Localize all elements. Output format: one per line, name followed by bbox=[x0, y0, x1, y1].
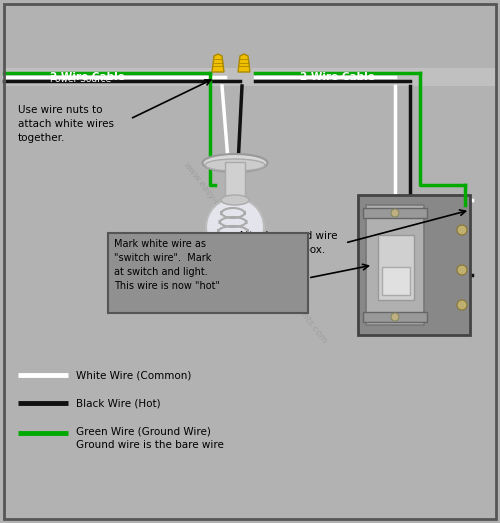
Text: 2 Wire Cable: 2 Wire Cable bbox=[300, 72, 375, 82]
Text: Mark white wire as
"switch wire".  Mark
at switch and light.
This wire is now "h: Mark white wire as "switch wire". Mark a… bbox=[114, 239, 220, 291]
Polygon shape bbox=[212, 54, 224, 72]
Circle shape bbox=[457, 300, 467, 310]
Text: Black Wire (Hot): Black Wire (Hot) bbox=[76, 398, 160, 408]
Bar bbox=[108, 233, 308, 313]
Ellipse shape bbox=[202, 154, 268, 172]
Bar bbox=[378, 235, 414, 300]
Bar bbox=[225, 162, 245, 200]
Text: Green Wire (Ground Wire)
Ground wire is the bare wire: Green Wire (Ground Wire) Ground wire is … bbox=[76, 427, 224, 450]
Text: Attach ground wire
to electrical box.: Attach ground wire to electrical box. bbox=[238, 231, 338, 255]
Circle shape bbox=[457, 265, 467, 275]
Text: 2 Wire Cable: 2 Wire Cable bbox=[50, 72, 125, 82]
Text: Use wire nuts to
attach white wires
together.: Use wire nuts to attach white wires toge… bbox=[18, 105, 114, 143]
Bar bbox=[382, 267, 410, 295]
Text: www.easy-do-it-yourself-home-improvements.com: www.easy-do-it-yourself-home-improvement… bbox=[182, 161, 328, 346]
Text: Power Source: Power Source bbox=[50, 75, 111, 84]
Circle shape bbox=[391, 209, 399, 217]
Text: White Wire (Common): White Wire (Common) bbox=[76, 370, 192, 380]
Bar bbox=[363, 208, 427, 218]
Ellipse shape bbox=[205, 159, 265, 171]
Bar bbox=[358, 195, 470, 335]
Circle shape bbox=[391, 313, 399, 321]
Bar bbox=[4, 68, 496, 86]
Polygon shape bbox=[238, 54, 250, 72]
Circle shape bbox=[457, 225, 467, 235]
Bar bbox=[363, 312, 427, 322]
Ellipse shape bbox=[206, 198, 264, 256]
Ellipse shape bbox=[221, 195, 249, 205]
Bar bbox=[366, 205, 424, 325]
